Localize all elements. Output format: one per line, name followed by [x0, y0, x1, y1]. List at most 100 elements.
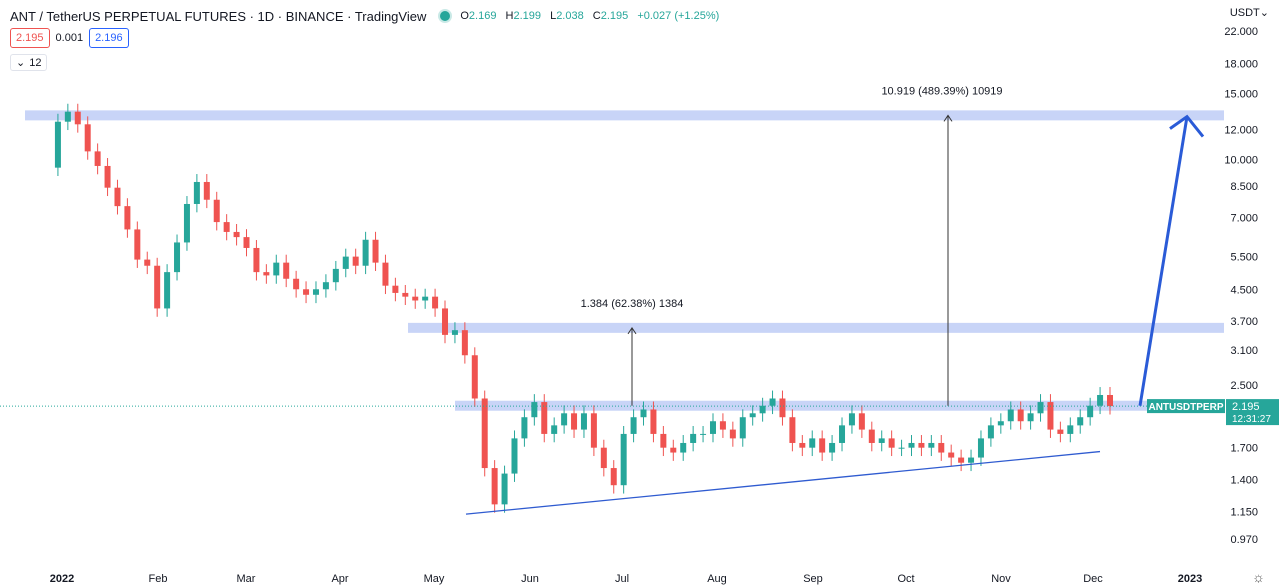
- x-tick-label: 2022: [50, 573, 74, 585]
- measure-small-arrowhead: [627, 326, 637, 335]
- candle-body: [630, 417, 637, 434]
- candle-body: [1047, 402, 1054, 430]
- spread-value: 0.001: [55, 32, 84, 44]
- candle-body: [521, 417, 528, 439]
- candle-body: [660, 433, 667, 448]
- symbol-tag-label: ANTUSDTPERP: [1148, 402, 1223, 413]
- candle-body: [868, 429, 875, 443]
- candle-body: [422, 296, 429, 301]
- candle-body: [124, 206, 131, 230]
- candle-body: [203, 181, 210, 200]
- currency-selector[interactable]: USDT⌄: [1229, 7, 1269, 19]
- symbol-title[interactable]: ANT / TetherUS PERPETUAL FUTURES · 1D · …: [10, 8, 427, 24]
- resistance-zone: [455, 400, 1224, 411]
- y-tick-label: 1.150: [1230, 506, 1258, 518]
- y-tick-label: 4.500: [1230, 284, 1258, 296]
- candle-body: [432, 296, 439, 309]
- ohlc-values: O2.169 H2.199 L2.038 C2.195 +0.027 (+1.2…: [460, 10, 720, 22]
- last-price-box: [1226, 399, 1279, 426]
- candle-body: [670, 447, 677, 453]
- candle-body: [144, 259, 151, 266]
- candle-body: [372, 239, 379, 263]
- candle-body: [690, 433, 697, 443]
- x-tick-label: Feb: [149, 573, 168, 585]
- candle-body: [551, 425, 558, 434]
- candle-body: [531, 402, 538, 418]
- candle-body: [303, 289, 310, 295]
- candle-body: [312, 289, 319, 295]
- support-trendline: [465, 450, 1101, 515]
- candle-body: [580, 413, 587, 430]
- candle-body: [501, 473, 508, 505]
- candle-body: [471, 355, 478, 399]
- y-tick-label: 18.000: [1224, 59, 1258, 71]
- candle-body: [104, 165, 111, 188]
- resistance-zone: [25, 110, 1224, 121]
- y-tick-label: 0.970: [1230, 534, 1258, 546]
- candle-body: [64, 111, 71, 122]
- x-tick-label: Dec: [1083, 573, 1103, 585]
- candle-body: [283, 262, 290, 279]
- candle-body: [114, 187, 121, 207]
- candle-body: [183, 203, 190, 243]
- measure-small-label: 1.384 (62.38%) 1384: [581, 298, 684, 310]
- x-tick-label: 2023: [1178, 573, 1202, 585]
- candle-body: [134, 229, 141, 260]
- sell-button[interactable]: 2.195: [10, 28, 50, 48]
- low-value: 2.038: [556, 10, 584, 22]
- candle-body: [977, 438, 984, 458]
- chevron-down-icon: ⌄: [1259, 7, 1269, 19]
- candle-body: [442, 308, 449, 335]
- candle-body: [1067, 425, 1074, 434]
- candle-body: [650, 409, 657, 434]
- candle-body: [352, 256, 359, 266]
- candle-body: [769, 398, 776, 406]
- candle-body: [164, 272, 171, 309]
- indicators-toggle[interactable]: ⌄ 12: [10, 54, 48, 71]
- candle-body: [888, 438, 895, 448]
- candle-body: [878, 438, 885, 443]
- candle-body: [858, 413, 865, 430]
- y-tick-label: 10.000: [1224, 154, 1258, 166]
- candle-body: [74, 111, 81, 125]
- x-tick-label: Jul: [615, 573, 629, 585]
- projection-arrow-line: [1138, 116, 1189, 406]
- candle-body: [938, 442, 945, 453]
- candle-body: [709, 421, 716, 434]
- market-open-indicator-icon: [440, 11, 451, 21]
- candle-body: [253, 247, 260, 273]
- candle-body: [829, 442, 836, 453]
- y-tick-label: 3.700: [1230, 316, 1258, 328]
- candle-body: [243, 237, 250, 248]
- candle-body: [491, 468, 498, 505]
- y-tick-label: 7.000: [1230, 212, 1258, 224]
- candle-body: [610, 468, 617, 486]
- candle-body: [193, 181, 200, 204]
- quote-row: 2.195 0.001 2.196: [10, 28, 129, 48]
- candle-body: [987, 425, 994, 439]
- candle-body: [928, 442, 935, 448]
- buy-button[interactable]: 2.196: [89, 28, 129, 48]
- candle-body: [809, 438, 816, 448]
- y-tick-label: 3.100: [1230, 345, 1258, 357]
- candle-body: [94, 151, 101, 166]
- candle-body: [739, 417, 746, 439]
- settings-gear-icon[interactable]: ☼: [1252, 569, 1265, 585]
- measure-large-label: 10.919 (489.39%) 10919: [881, 85, 1002, 97]
- candle-body: [640, 409, 647, 418]
- candle-body: [759, 405, 766, 414]
- candle-body: [1027, 413, 1034, 422]
- candle-body: [997, 421, 1004, 426]
- candle-body: [620, 433, 627, 486]
- candle-body: [154, 265, 161, 309]
- candle-body: [968, 457, 975, 463]
- candle-body: [223, 222, 230, 232]
- candle-body: [918, 442, 925, 448]
- candle-body: [1007, 409, 1014, 422]
- candle-body: [561, 413, 568, 426]
- candle-body: [1087, 405, 1094, 418]
- x-tick-label: Oct: [897, 573, 914, 585]
- candle-body: [233, 231, 240, 238]
- candle-body: [362, 239, 369, 266]
